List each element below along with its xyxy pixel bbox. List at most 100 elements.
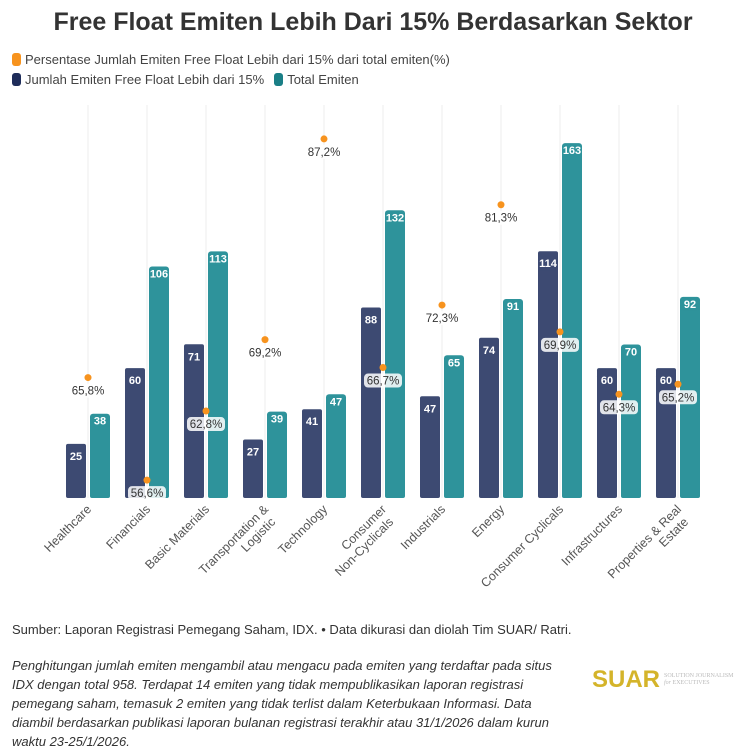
- bar-total: [503, 301, 523, 498]
- bar-total: [90, 415, 110, 498]
- bar-total: [149, 268, 169, 498]
- data-label-count: 114: [539, 258, 558, 270]
- data-label-count: 25: [70, 451, 82, 463]
- bar-count: [479, 337, 499, 498]
- suar-logo: SUAR SOLUTION JOURNALISM for EXECUTIVES: [592, 666, 734, 693]
- data-label-bg: [361, 312, 381, 327]
- legend-row: Jumlah Emiten Free Float Lebih dari 15% T…: [12, 72, 359, 87]
- data-label-bg: [302, 414, 322, 429]
- data-label-bg: [90, 413, 110, 428]
- bar-total: [267, 413, 287, 498]
- pct-label-bg: [659, 390, 697, 405]
- pct-label-bg: [482, 210, 520, 225]
- category-label: Technology: [275, 502, 330, 557]
- data-label-total: 39: [271, 414, 283, 426]
- pct-point: [556, 328, 564, 336]
- pct-label: 65,8%: [72, 386, 105, 398]
- pct-label: 81,3%: [485, 213, 518, 225]
- category-label: Financials: [103, 502, 153, 552]
- pct-point: [497, 201, 505, 209]
- pct-label: 69,9%: [544, 340, 577, 352]
- data-label-bg: [326, 394, 346, 409]
- data-label-count: 88: [365, 315, 377, 327]
- pct-label: 72,3%: [426, 313, 459, 325]
- chart-title: Free Float Emiten Lebih Dari 15% Berdasa…: [53, 8, 693, 36]
- pct-point: [379, 364, 387, 372]
- data-label-count: 74: [483, 345, 496, 357]
- bar-total: [385, 212, 405, 498]
- legend-label-total: Total Emiten: [287, 72, 359, 87]
- data-label-bg: [385, 210, 405, 225]
- data-label-bg: [184, 349, 204, 364]
- data-label-bg: [243, 444, 263, 459]
- bar-total: [326, 396, 346, 498]
- data-label-bg: [621, 344, 641, 359]
- legend-label-count: Jumlah Emiten Free Float Lebih dari 15%: [25, 72, 265, 87]
- category-label: Energy: [469, 502, 507, 540]
- data-label-count: 71: [188, 351, 200, 363]
- pct-point: [202, 407, 210, 415]
- data-label-count: 60: [601, 375, 613, 387]
- pct-label: 66,7%: [367, 376, 400, 388]
- bar-total: [562, 145, 582, 498]
- data-label-total: 38: [94, 416, 106, 428]
- pct-label-bg: [600, 400, 638, 415]
- data-label-bg: [125, 373, 145, 388]
- pct-label-bg: [423, 311, 461, 326]
- data-label-bg: [208, 251, 228, 266]
- bar-count: [420, 396, 440, 498]
- data-label-total: 106: [150, 269, 168, 281]
- bar-total: [444, 357, 464, 498]
- legend-swatch: [274, 73, 284, 86]
- pct-label-bg: [246, 345, 284, 360]
- pct-label: 69,2%: [249, 348, 282, 360]
- data-label-bg: [420, 401, 440, 416]
- data-label-total: 70: [625, 346, 637, 358]
- pct-label-bg: [541, 337, 579, 352]
- data-label-bg: [562, 143, 582, 158]
- data-label-total: 91: [507, 301, 519, 313]
- pct-point: [615, 390, 623, 398]
- data-label-total: 92: [684, 299, 696, 311]
- data-label-bg: [503, 299, 523, 314]
- chart-plot: 25 38 65,8% Healthcare 60 106 56,6% Financials 7…: [41, 105, 700, 590]
- pct-label: 56,6%: [131, 488, 164, 500]
- bar-count: [361, 307, 381, 498]
- bar-total: [621, 346, 641, 498]
- pct-label-bg: [128, 486, 166, 501]
- legend-swatch: [12, 53, 21, 66]
- pct-label-bg: [187, 417, 225, 432]
- pct-point: [674, 380, 682, 388]
- pct-point: [261, 336, 269, 344]
- bar-total: [208, 253, 228, 498]
- pct-point: [143, 476, 151, 484]
- bar-count: [597, 368, 617, 498]
- data-label-bg: [149, 266, 169, 281]
- data-label-bg: [656, 373, 676, 388]
- data-label-total: 65: [448, 357, 460, 369]
- data-label-bg: [597, 373, 617, 388]
- pct-label-bg: [364, 373, 402, 388]
- pct-point: [84, 374, 92, 382]
- data-label-total: 113: [209, 253, 227, 265]
- data-label-total: 163: [563, 145, 581, 157]
- category-label: ConsumerNon-Cyclicals: [322, 502, 399, 579]
- data-label-total: 132: [386, 212, 404, 224]
- data-label-bg: [444, 355, 464, 370]
- note-text: Penghitungan jumlah emiten mengambil ata…: [12, 658, 552, 749]
- category-label: Healthcare: [41, 502, 94, 555]
- bar-count: [538, 251, 558, 498]
- legend-swatch: [12, 73, 21, 86]
- data-label-bg: [267, 411, 287, 426]
- data-label-bg: [538, 256, 558, 271]
- data-label-count: 27: [247, 447, 259, 459]
- pct-point: [438, 301, 446, 309]
- data-label-bg: [680, 296, 700, 311]
- pct-label: 62,8%: [190, 419, 223, 431]
- bar-count: [656, 368, 676, 498]
- data-label-count: 47: [424, 403, 436, 415]
- data-label-bg: [66, 448, 86, 463]
- category-label: Infrastructures: [559, 502, 625, 568]
- data-label-bg: [479, 342, 499, 357]
- legend-item-percentage: Persentase Jumlah Emiten Free Float Lebi…: [12, 52, 450, 67]
